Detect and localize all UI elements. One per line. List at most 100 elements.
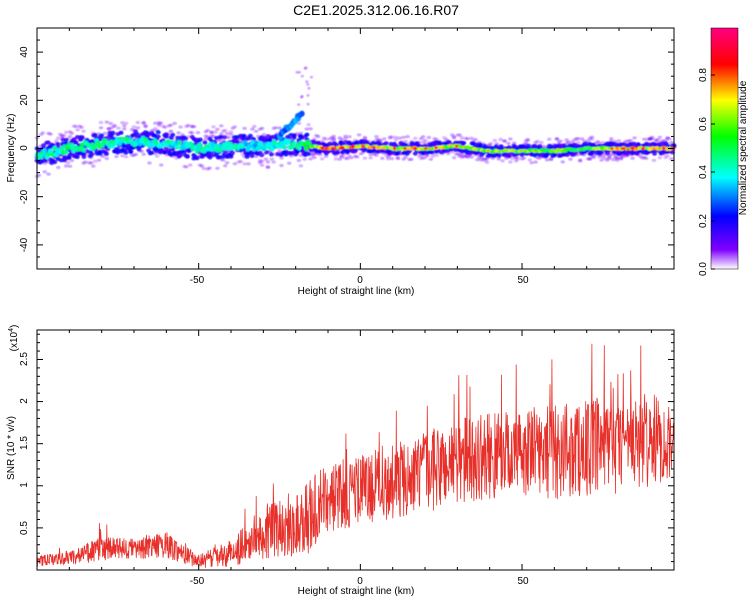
spectrogram-halo-cell (618, 157, 624, 161)
spectrogram-halo-cell (403, 139, 408, 144)
spectrogram-halo-cell (135, 120, 141, 125)
spectrogram-halo-cell (374, 153, 379, 157)
spectrogram-outlier-cell (300, 74, 304, 78)
spectrogram-halo-cell (120, 154, 125, 158)
spectrogram-halo-cell (203, 137, 208, 141)
spectrogram-halo-cell (306, 123, 311, 127)
spectrogram-halo-cell (473, 137, 478, 142)
spectrogram-halo-cell (279, 156, 284, 160)
spectrogram-halo-cell (382, 137, 387, 141)
spectrogram-peak-dot (393, 147, 397, 150)
spectrogram-peak-dot (362, 145, 366, 148)
spectrogram-halo-cell (426, 135, 432, 140)
spectrogram-halo-cell (558, 139, 563, 143)
spectrogram-halo-cell (430, 154, 435, 158)
spectrogram-band-cell (92, 133, 98, 137)
spectrogram-halo-cell (356, 133, 362, 137)
spectrogram-band-cell (41, 143, 46, 148)
spectrogram-halo-cell (46, 172, 51, 176)
spectrogram-halo-cell (42, 170, 47, 174)
spectrogram-band-cell (506, 154, 512, 159)
spectrogram-band-cell (79, 135, 85, 140)
spectrogram-ridge-cell (117, 140, 123, 146)
spectrogram-halo-cell (159, 121, 164, 125)
spectrogram-halo-cell (318, 153, 323, 157)
spectrogram-halo-cell (108, 121, 113, 126)
spectrogram-band-cell (291, 133, 297, 138)
spectrogram-halo-cell (657, 156, 662, 160)
spectrogram-halo-cell (63, 164, 69, 168)
top-y-axis-label: Frequency (Hz) (6, 114, 17, 183)
spectrogram-halo-cell (75, 128, 80, 132)
snr-panel: -50 0 50 0.5 1 1.5 2 2.5 (x104) Height o… (6, 325, 675, 597)
spectrogram-halo-cell (560, 160, 565, 164)
spectrogram-band-cell (75, 155, 80, 159)
spectrogram-halo-cell (122, 127, 127, 131)
spectrogram-halo-cell (547, 137, 552, 141)
spectrogram-halo-cell (36, 173, 42, 177)
spectrogram-outlier-cell (305, 80, 309, 84)
spectrogram-halo-cell (508, 160, 513, 164)
spectrogram-band-cell (63, 138, 69, 142)
spectrogram-halo-cell (259, 159, 265, 163)
spectrogram-outlier-cell (306, 102, 310, 106)
spectrogram-halo-cell (665, 154, 670, 158)
spectrogram-halo-cell (506, 141, 511, 145)
spectrogram-halo-cell (269, 157, 274, 161)
spectrogram-ridge-cell (42, 148, 47, 154)
spectrogram-halo-cell (428, 157, 433, 161)
spectrogram-halo-cell (362, 156, 368, 160)
spectrogram-halo-cell (104, 156, 110, 161)
spectrogram-ridge-cell (92, 143, 98, 149)
spectrogram-halo-cell (124, 155, 129, 159)
spectrogram-halo-cell (331, 137, 336, 141)
spectrogram-halo-cell (599, 158, 604, 162)
spectrogram-band-cell (62, 158, 67, 163)
spectrogram-halo-cell (242, 162, 247, 166)
spectrogram-halo-cell (223, 164, 228, 168)
bottom-y-tick-label-2.5: 2.5 (19, 352, 30, 366)
spectrogram-ridge-cell (282, 144, 287, 150)
spectrogram-halo-cell (611, 158, 616, 162)
spectrogram-halo-cell (246, 162, 251, 166)
spectrogram-halo-cell (224, 132, 230, 136)
spectrogram-halo-cell (67, 134, 73, 139)
spectrogram-halo-cell (219, 124, 224, 128)
spectrogram-halo-cell (124, 121, 129, 125)
spectrogram-halo-cell (488, 142, 494, 146)
spectrogram-band-cell (155, 134, 161, 139)
spectrogram-halo-cell (226, 135, 232, 140)
spectrogram-halo-cell (221, 158, 226, 162)
spectrogram-halo-cell (451, 136, 457, 140)
spectrogram-band-cell (42, 158, 48, 163)
spectrogram-band-cell (335, 150, 341, 155)
spectrogram-halo-cell (533, 160, 538, 164)
spectrogram-halo-cell (69, 158, 75, 163)
spectrogram-ridge-cell (194, 148, 200, 154)
spectrogram-halo-cell (527, 158, 532, 162)
spectrogram-halo-cell (263, 157, 269, 161)
spectrogram-halo-cell (380, 156, 385, 160)
spectrogram-outlier-cell (295, 70, 299, 74)
spectrogram-band-cell (194, 156, 200, 161)
spectrogram-halo-cell (259, 163, 265, 167)
spectrogram-halo-cell (168, 129, 174, 133)
spectrogram-heat-layer (34, 66, 677, 179)
spectrogram-halo-cell (614, 158, 620, 162)
spectrogram-halo-cell (393, 135, 399, 140)
spectrogram-halo-cell (143, 125, 148, 129)
spectrogram-halo-cell (122, 124, 127, 128)
spectrogram-band-cell (89, 152, 95, 157)
spectrogram-halo-cell (191, 125, 197, 129)
spectrogram-halo-cell (168, 123, 174, 127)
spectrogram-halo-cell (308, 157, 313, 161)
spectrogram-ticks (37, 27, 674, 270)
spectrogram-outlier-cell (304, 66, 308, 70)
spectrogram-halo-cell (184, 165, 189, 169)
spectrogram-halo-cell (405, 135, 410, 139)
spectrogram-ridge-cell (270, 145, 276, 152)
spectrogram-outlier-cell (306, 94, 310, 97)
spectrogram-band-cell (264, 150, 269, 155)
spectrogram-halo-cell (502, 139, 507, 143)
spectrogram-band-cell (461, 141, 467, 145)
